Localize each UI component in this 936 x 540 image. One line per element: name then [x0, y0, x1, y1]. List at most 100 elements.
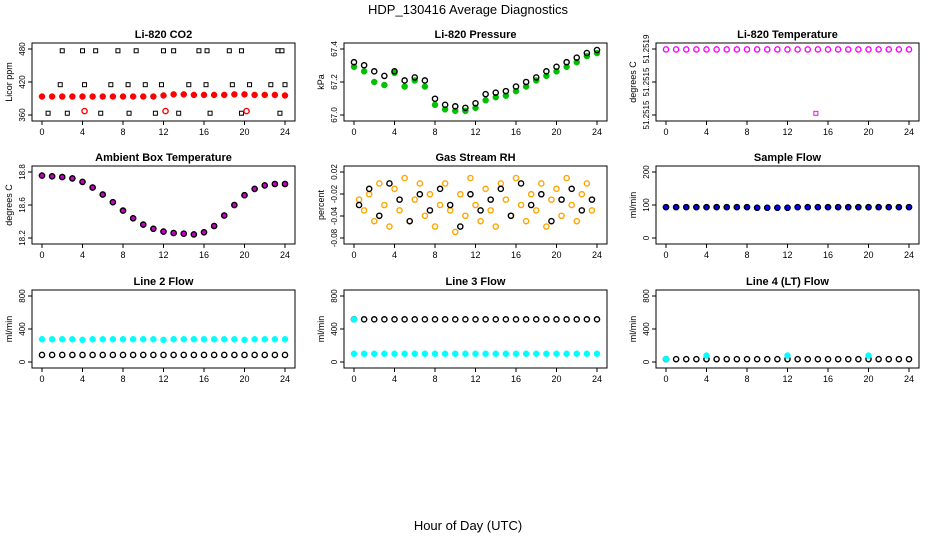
data-point	[588, 196, 596, 203]
data-point	[381, 81, 388, 89]
data-point	[895, 46, 903, 53]
data-point	[451, 103, 459, 110]
data-point	[487, 196, 494, 203]
data-point	[553, 185, 560, 193]
series-RH-check	[355, 180, 596, 230]
data-point	[421, 77, 429, 84]
data-point	[522, 316, 530, 323]
y-tick-label: 360	[18, 108, 27, 122]
data-point	[834, 355, 842, 363]
data-point	[895, 203, 903, 211]
data-point	[57, 82, 63, 88]
data-point	[251, 185, 258, 193]
data-point	[416, 180, 424, 187]
x-tick-label: 20	[239, 374, 249, 384]
data-point	[522, 217, 530, 225]
data-point	[553, 68, 560, 75]
data-point	[482, 97, 489, 104]
data-point	[723, 46, 731, 53]
data-point	[109, 351, 117, 359]
data-point	[109, 336, 117, 343]
data-point	[282, 82, 288, 88]
x-tick-label: 8	[432, 250, 437, 260]
data-point	[275, 48, 281, 54]
data-point	[517, 201, 525, 209]
data-point	[371, 350, 378, 357]
data-point	[502, 92, 510, 99]
data-point	[502, 196, 510, 203]
data-point	[533, 350, 540, 357]
data-point	[89, 184, 96, 191]
data-point	[763, 204, 771, 212]
data-point	[472, 350, 479, 357]
data-point	[381, 316, 388, 323]
data-point	[129, 336, 137, 343]
data-point	[733, 203, 741, 211]
data-point	[558, 196, 565, 203]
data-point	[38, 172, 46, 179]
data-point	[451, 228, 459, 236]
data-point	[492, 93, 499, 101]
data-point	[241, 91, 248, 98]
data-point	[350, 316, 358, 323]
data-point	[271, 351, 279, 359]
data-point	[411, 350, 418, 357]
data-point	[814, 203, 822, 211]
data-point	[538, 190, 545, 198]
data-point	[80, 48, 85, 54]
panel-title: Ambient Box Temperature	[95, 152, 232, 164]
data-point	[200, 228, 208, 236]
y-tick-label: -0.02	[330, 184, 339, 203]
data-point	[150, 93, 157, 100]
data-point	[401, 83, 408, 90]
data-point	[261, 336, 268, 343]
x-tick-label: 16	[511, 250, 521, 260]
y-tick-label: 0	[642, 359, 651, 364]
data-point	[855, 203, 862, 211]
data-point	[693, 355, 700, 363]
data-point	[875, 203, 882, 211]
data-point	[814, 46, 822, 53]
data-point	[583, 316, 591, 323]
data-point	[261, 351, 269, 359]
panel-3: Li-820 Temperature degrees C 0 4 8 12 16 20 24 51…	[628, 29, 920, 137]
data-point	[743, 46, 751, 53]
x-tick-label: 8	[744, 127, 749, 137]
y-tick-label: 800	[330, 289, 339, 303]
data-point	[583, 350, 591, 357]
x-tick-label: 24	[280, 127, 290, 137]
data-point	[391, 185, 398, 193]
data-point	[221, 336, 228, 343]
y-tick-label: 800	[642, 289, 651, 303]
data-point	[452, 107, 459, 115]
x-tick-label: 20	[551, 250, 561, 260]
y-tick-label: 0	[642, 235, 651, 240]
data-point	[462, 350, 469, 357]
data-point	[411, 316, 419, 323]
data-point	[210, 336, 218, 343]
series-outlier	[813, 110, 819, 116]
data-point	[126, 110, 132, 116]
data-point	[431, 316, 439, 323]
data-point	[226, 48, 232, 54]
y-axis-label: kPa	[316, 74, 326, 90]
data-point	[200, 91, 208, 99]
data-point	[492, 223, 500, 230]
data-point	[522, 350, 530, 357]
data-point	[573, 350, 580, 357]
data-point	[48, 336, 56, 343]
panel-title: Li-820 Temperature	[737, 29, 838, 41]
data-point	[593, 46, 601, 54]
data-point	[99, 351, 107, 359]
data-point	[784, 204, 791, 212]
data-point	[804, 355, 812, 363]
data-point	[512, 350, 520, 357]
data-point	[421, 212, 429, 220]
data-point	[350, 350, 358, 357]
panel-4: Ambient Box Temperature degrees C 0 4 8 12 16 2…	[4, 152, 296, 260]
x-tick-label: 24	[904, 250, 914, 260]
x-tick-label: 16	[823, 374, 833, 384]
x-tick-label: 4	[392, 250, 397, 260]
data-point	[573, 316, 581, 323]
data-point	[360, 316, 368, 323]
